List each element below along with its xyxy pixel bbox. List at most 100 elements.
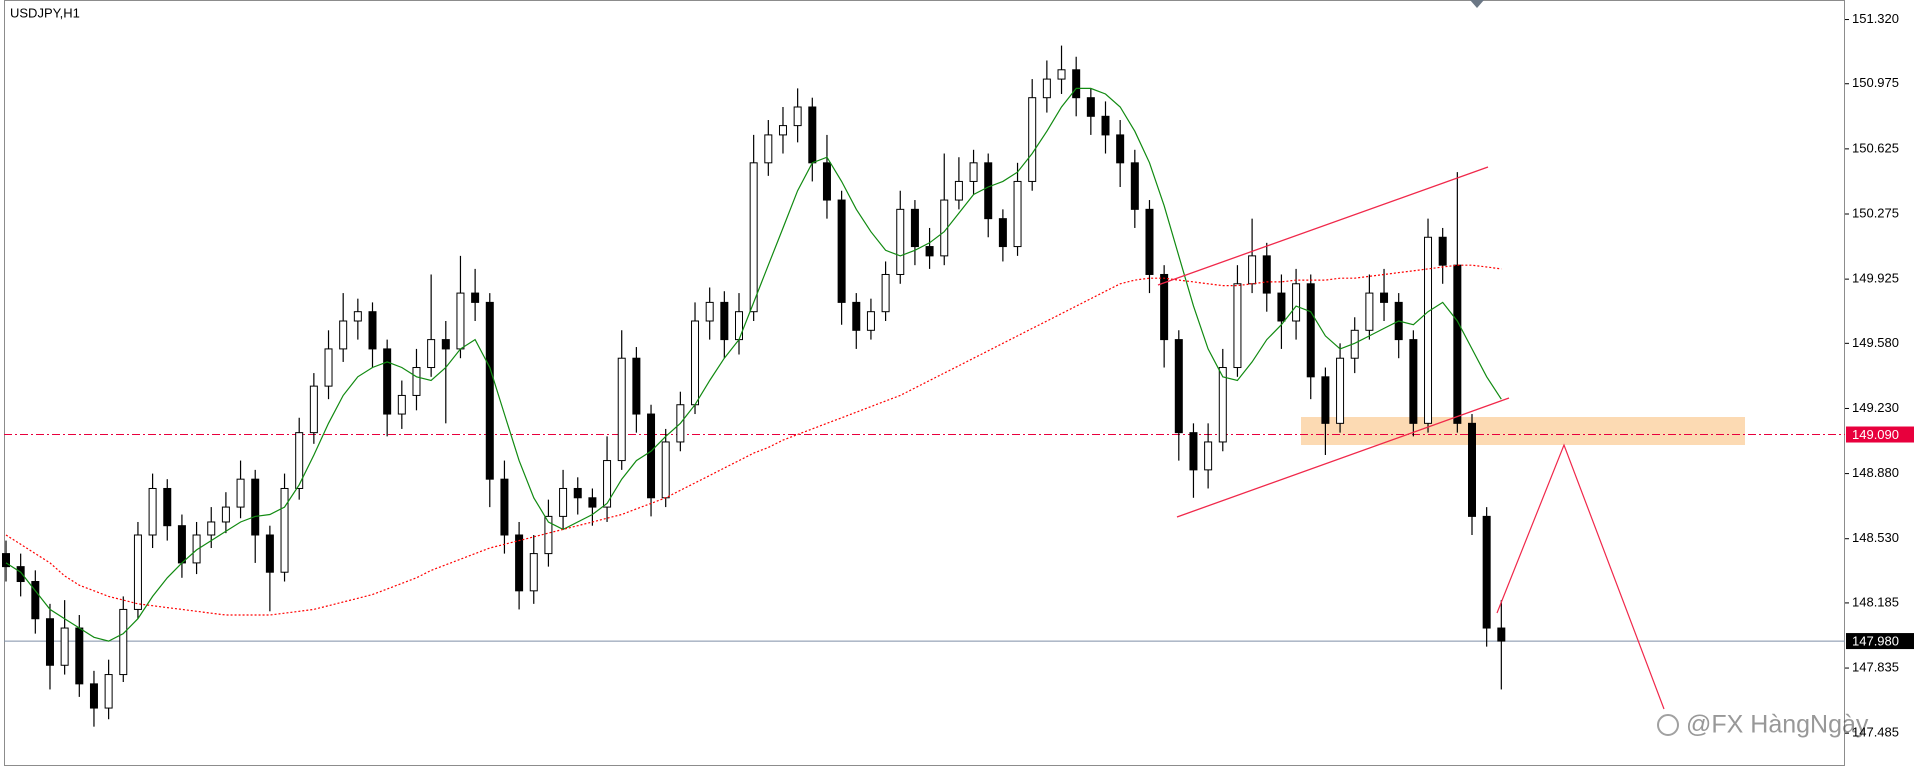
candle-body [500,478,509,536]
candle-body [1365,292,1374,331]
candle-body [1468,422,1476,517]
marks [2,45,1845,727]
candle-body [1013,180,1022,248]
shift-marker [1470,0,1484,8]
candle-body [177,525,186,564]
indicator-line [5,87,1502,642]
y-tick-label: 147.485 [1852,725,1899,740]
candle-body [280,487,289,573]
candle-body [1086,97,1095,117]
candle-body [324,348,333,387]
candle-body [866,311,875,331]
candle-body [192,534,201,564]
candle-body [485,301,494,480]
candle-body [368,311,377,350]
candle-body [1218,367,1227,443]
candle-body [412,367,421,396]
candle-body [1262,255,1271,294]
candle-body [954,180,963,201]
candle-body [1101,115,1110,136]
candle-body [31,581,40,620]
candle-body [720,301,729,341]
candle-body [837,199,846,303]
candle-body [1321,376,1330,424]
candle-body [1233,283,1242,369]
indicator-line [5,264,1502,616]
watermark: @FX HàngNgày [1657,711,1869,739]
candle-body [969,162,978,182]
candle-body [1380,292,1389,303]
watermark-icon [1657,714,1679,736]
candle-body [749,162,758,313]
candle-body [647,413,656,499]
candle-body [353,311,362,322]
candle-body [573,487,582,499]
candle-body [1204,441,1213,471]
candle-body [471,292,480,303]
y-tick-label: 150.625 [1852,140,1899,155]
candle-body [808,106,817,164]
candle-body [998,218,1007,248]
candle-body [1497,627,1506,642]
candle-body [1277,292,1286,322]
candle-body [544,515,553,555]
y-tick-label: 150.975 [1852,75,1899,90]
candle-body [309,385,318,434]
candle-body [910,208,919,248]
candle-body [1116,134,1125,164]
candle-body [45,618,54,666]
plot-frame [4,0,1845,766]
candle-body [705,301,714,322]
candle-body [89,683,98,709]
candle-body [1072,69,1081,99]
candle-body [1248,255,1257,285]
candle-body [793,106,802,127]
y-tick-label: 151.320 [1852,11,1899,26]
chart-title: USDJPY,H1 [10,5,80,20]
candle-body [221,506,230,523]
candle-body [1057,69,1066,80]
candle-body [133,534,142,610]
candle-body [1438,236,1447,266]
candle-body [441,339,450,350]
y-tick-label: 148.185 [1852,594,1899,609]
candle-body [2,553,10,568]
price-label-box [1846,633,1914,650]
candle-body [427,339,436,369]
y-tick-label: 148.880 [1852,465,1899,480]
candle-body [1453,264,1462,424]
candle-body [383,348,392,415]
candle-body [852,301,861,331]
candle-body [778,125,787,136]
candle-body [735,311,743,341]
candle-body [1028,97,1037,182]
candle-body [119,608,128,676]
candle-body [1189,432,1198,471]
y-tick-label: 147.835 [1852,659,1899,674]
candle-body [1174,339,1183,434]
candle-body [456,292,465,350]
projection-arrow [1496,443,1665,710]
candle-body [896,208,905,275]
candle-body [588,497,597,508]
candle-body [822,162,831,201]
y-tick-label: 149.580 [1852,335,1899,350]
candle-body [1424,236,1433,424]
candle-body [207,521,216,536]
candle-body [75,627,84,685]
candle-body [163,487,172,527]
candle-body [632,357,641,415]
candle-body [764,134,773,164]
candle-body [559,487,568,517]
candle-body [984,162,993,220]
candle-body [1482,515,1491,629]
candle-body [881,273,890,313]
price-label: 147.980 [1852,634,1899,649]
channel-upper [1157,166,1489,286]
candle-body [251,478,260,536]
y-tick-label: 149.230 [1852,400,1899,415]
candle-body [603,460,612,508]
